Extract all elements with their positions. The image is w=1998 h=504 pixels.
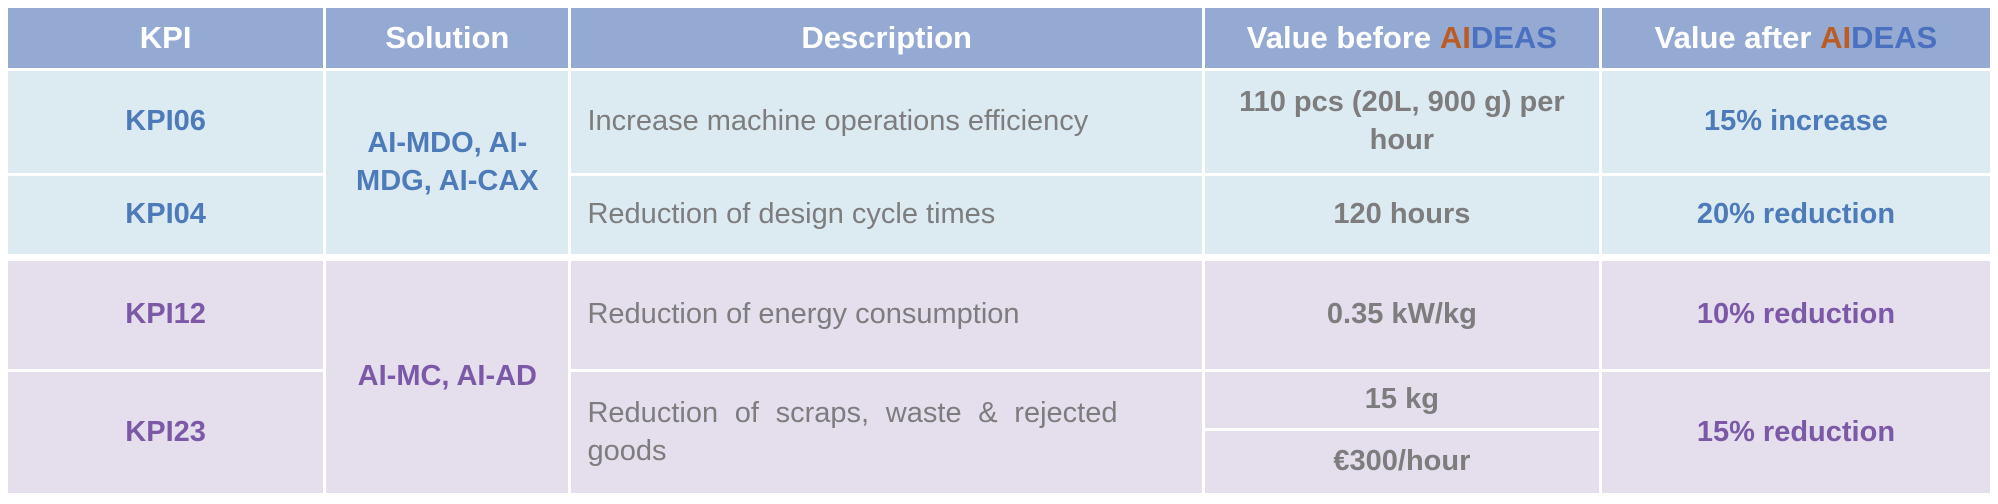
table-row-kpi04: KPI04 Reduction of design cycle times 12…	[8, 176, 1990, 254]
value-after-cell: 15% increase	[1601, 71, 1990, 173]
description-text: Reduction of scraps, waste & rejected go…	[587, 396, 1118, 467]
value-after-cell: 20% reduction	[1601, 176, 1990, 254]
header-description: Description	[571, 8, 1202, 68]
brand-ai: AI	[1439, 19, 1471, 55]
header-value-before: Value before AIDEAS	[1204, 8, 1599, 68]
table-row-kpi23: KPI23 Reduction of scraps, waste & rejec…	[8, 372, 1990, 493]
solution-cell: AI-MC, AI-AD	[326, 261, 569, 493]
header-solution: Solution	[326, 8, 569, 68]
description-text: Increase machine operations efficiency	[587, 105, 1089, 138]
header-value-after: Value after AIDEAS	[1601, 8, 1990, 68]
brand-deas: DEAS	[1470, 19, 1557, 55]
value-before-cell: €300/hour	[1204, 431, 1599, 493]
header-kpi: KPI	[8, 8, 324, 68]
value-before-cell: 0.35 kW/kg	[1204, 261, 1599, 369]
table-row-kpi12: KPI12 AI-MC, AI-AD Reduction of energy c…	[8, 261, 1990, 493]
description-text: Reduction of design cycle times	[587, 198, 996, 231]
kpi-cell: KPI06	[8, 71, 324, 173]
description-cell: Reduction of design cycle times	[571, 176, 1202, 254]
header-value-before-label: Value before	[1246, 19, 1432, 55]
kpi-table: KPI Solution Description Value before AID…	[5, 5, 1993, 496]
value-after-cell: 15% reduction	[1601, 372, 1990, 493]
kpi-cell: KPI12	[8, 261, 324, 369]
value-before-cell: 120 hours	[1204, 176, 1599, 254]
header-value-after-label: Value after	[1654, 19, 1812, 55]
value-after-cell: 10% reduction	[1601, 261, 1990, 369]
value-before-cell: 15 kg	[1204, 372, 1599, 428]
solution-cell: AI-MDO, AI-MDG, AI-CAX	[326, 71, 569, 254]
kpi-cell: KPI04	[8, 176, 324, 254]
description-text: Reduction of energy consumption	[587, 298, 1020, 331]
table-row-kpi06: KPI06 AI-MDO, AI-MDG, AI-CAX Increase ma…	[8, 71, 1990, 254]
value-before-cell: 110 pcs (20L, 900 g) per hour	[1204, 71, 1599, 173]
section-divider	[8, 257, 1990, 258]
description-cell: Reduction of scraps, waste & rejected go…	[571, 372, 1202, 493]
kpi-cell: KPI23	[8, 372, 324, 493]
brand-ai: AI	[1820, 19, 1852, 55]
section-divider-cell	[8, 257, 1990, 258]
brand-deas: DEAS	[1851, 19, 1938, 55]
table-subrow-kpi23: €300/hour	[8, 431, 1990, 493]
description-cell: Increase machine operations efficiency	[571, 71, 1202, 173]
description-cell: Reduction of energy consumption	[571, 261, 1202, 369]
header-row: KPI Solution Description Value before AID…	[8, 8, 1990, 68]
